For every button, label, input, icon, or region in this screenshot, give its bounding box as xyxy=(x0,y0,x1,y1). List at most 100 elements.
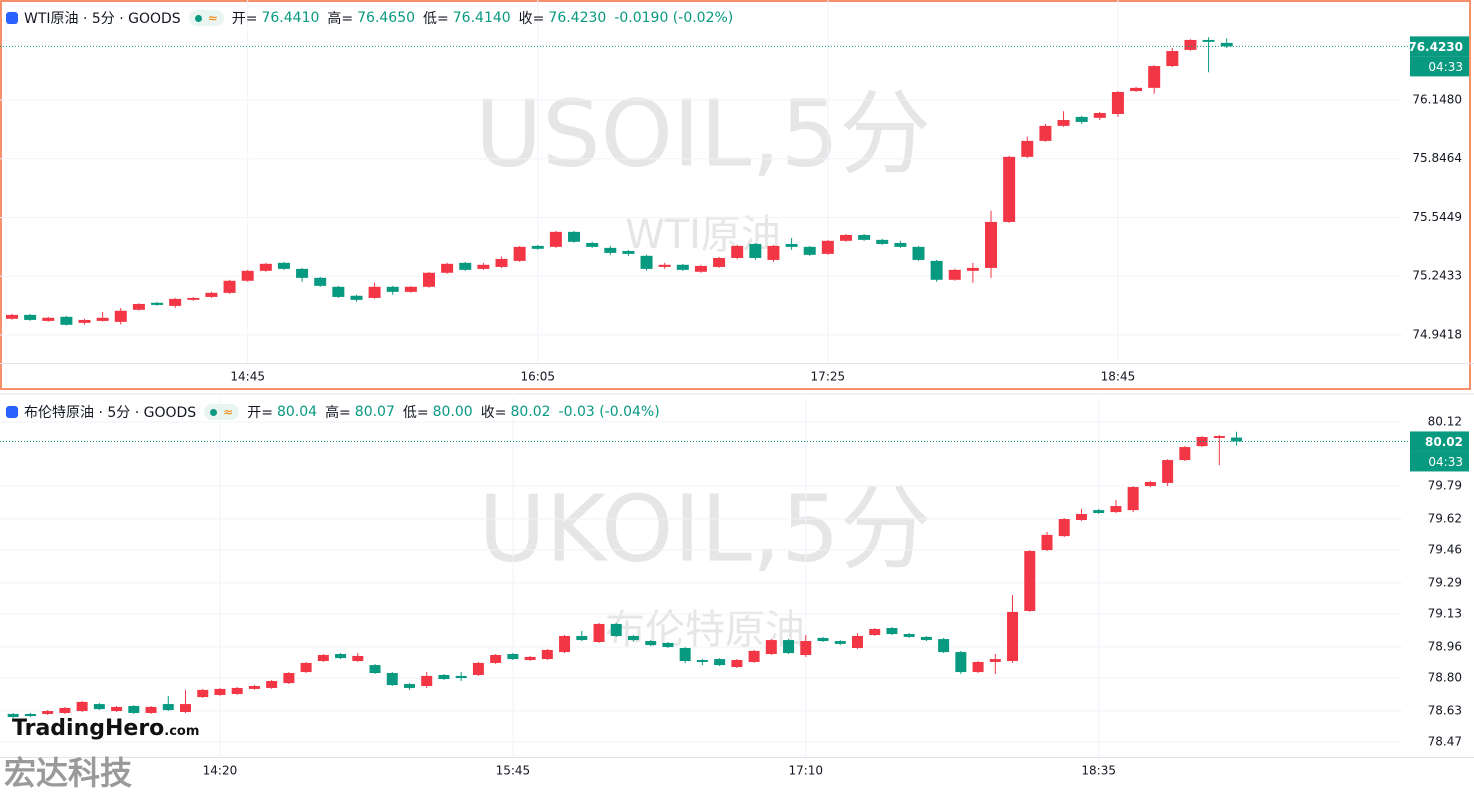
candle-body xyxy=(920,636,932,641)
y-tick-label: 74.9418 xyxy=(1412,327,1462,341)
candle-body xyxy=(368,286,381,298)
candle-body xyxy=(241,270,254,281)
low-label: 低= xyxy=(423,11,449,27)
candle-body xyxy=(490,654,502,663)
candle-body xyxy=(1213,436,1225,438)
x-tick-label: 16:05 xyxy=(520,370,555,384)
candle-body xyxy=(1144,481,1156,487)
candle-body xyxy=(627,635,639,641)
low-label: 低= xyxy=(402,405,429,421)
candle-body xyxy=(930,260,943,280)
candle-body xyxy=(1058,519,1070,537)
candle-body xyxy=(1166,51,1179,67)
candle-body xyxy=(1111,91,1124,114)
candle-body xyxy=(403,684,415,688)
candle-body xyxy=(1024,551,1036,611)
candle-body xyxy=(187,297,200,300)
y-tick-label: 78.63 xyxy=(1428,704,1462,718)
close-label: 收= xyxy=(518,11,545,27)
change-value: -0.03 (-0.04%) xyxy=(558,404,660,420)
candle-body xyxy=(1003,156,1016,222)
candle-body xyxy=(317,654,329,661)
company-name: 宏达科技 xyxy=(4,754,133,792)
candle-body xyxy=(748,650,760,662)
candle-body xyxy=(714,659,726,666)
candle-body xyxy=(1130,87,1143,91)
candle-body xyxy=(1202,39,1215,42)
candle-body xyxy=(713,257,726,267)
candle-body xyxy=(834,641,846,644)
candle-body xyxy=(59,707,71,713)
candle-body xyxy=(1093,113,1106,118)
candle-body xyxy=(767,245,780,260)
candle-body xyxy=(839,234,852,241)
candle-body xyxy=(42,317,55,321)
candle-body xyxy=(422,272,435,287)
candle-body xyxy=(524,656,536,661)
candle-body xyxy=(549,231,562,247)
candle-body xyxy=(765,640,777,655)
candle-body xyxy=(586,242,599,247)
high-value: 80.07 xyxy=(354,404,395,420)
candle-body xyxy=(76,701,88,712)
candle-body xyxy=(593,623,605,642)
candle-body xyxy=(93,704,105,710)
y-tick-label: 79.29 xyxy=(1428,576,1462,590)
y-tick-label: 76.1480 xyxy=(1412,92,1462,106)
y-tick-label: 78.96 xyxy=(1428,640,1462,654)
candle-body xyxy=(1093,510,1105,514)
candle-body xyxy=(296,268,309,278)
brand-logo: TradingHero.com xyxy=(12,716,199,741)
candle-body xyxy=(1127,487,1139,511)
candle-body xyxy=(1039,125,1052,141)
candle-body xyxy=(749,243,762,258)
low-value: 76.4140 xyxy=(452,10,511,26)
candle-body xyxy=(96,317,109,321)
x-tick-label: 18:35 xyxy=(1081,764,1116,778)
candle-body xyxy=(1075,116,1088,122)
candle-body xyxy=(350,295,363,300)
candle-body xyxy=(180,704,191,713)
y-tick-label: 79.62 xyxy=(1428,512,1462,526)
candle-body xyxy=(645,641,657,646)
watermark: UKOIL,5分 xyxy=(478,475,931,582)
candle-body xyxy=(472,662,484,675)
candle-body xyxy=(694,265,707,272)
candle-body xyxy=(1075,513,1087,520)
candle-body xyxy=(531,245,544,249)
candle-body xyxy=(7,713,19,718)
candle-body xyxy=(610,623,622,636)
high-value: 76.4650 xyxy=(357,10,416,26)
symbol-title[interactable]: 布伦特原油 · 5分 · GOODS xyxy=(24,405,197,421)
candle-body xyxy=(1196,436,1208,447)
candle-body xyxy=(513,246,526,261)
candle-body xyxy=(1007,611,1019,661)
candle-body xyxy=(300,662,312,673)
candle-body xyxy=(894,242,907,247)
candle-body xyxy=(803,246,816,255)
chart-header: WTI原油 · 5分 · GOODS ≈ 开= 76.4410 高= 76.4650… xyxy=(6,8,737,28)
symbol-title[interactable]: WTI原油 · 5分 · GOODS xyxy=(24,11,181,27)
candle-body xyxy=(731,245,744,258)
candle-body xyxy=(151,302,164,305)
candle-body xyxy=(145,706,157,713)
candle-body xyxy=(223,280,236,293)
candle-body xyxy=(858,234,871,240)
candle-body xyxy=(876,239,889,244)
candle-body xyxy=(1184,39,1197,50)
candle-body xyxy=(60,316,73,325)
candle-body xyxy=(259,263,272,271)
candle-body xyxy=(441,263,454,273)
candle-body xyxy=(111,706,123,712)
candle-body xyxy=(783,640,795,654)
candle-body xyxy=(438,674,450,680)
status-pill[interactable]: ≈ xyxy=(188,10,224,26)
status-pill[interactable]: ≈ xyxy=(204,404,240,420)
symbol-icon xyxy=(6,12,18,24)
y-tick-label: 79.46 xyxy=(1428,543,1462,557)
candle-body xyxy=(938,639,950,653)
candle-body xyxy=(421,675,433,687)
candle-body xyxy=(886,628,898,635)
